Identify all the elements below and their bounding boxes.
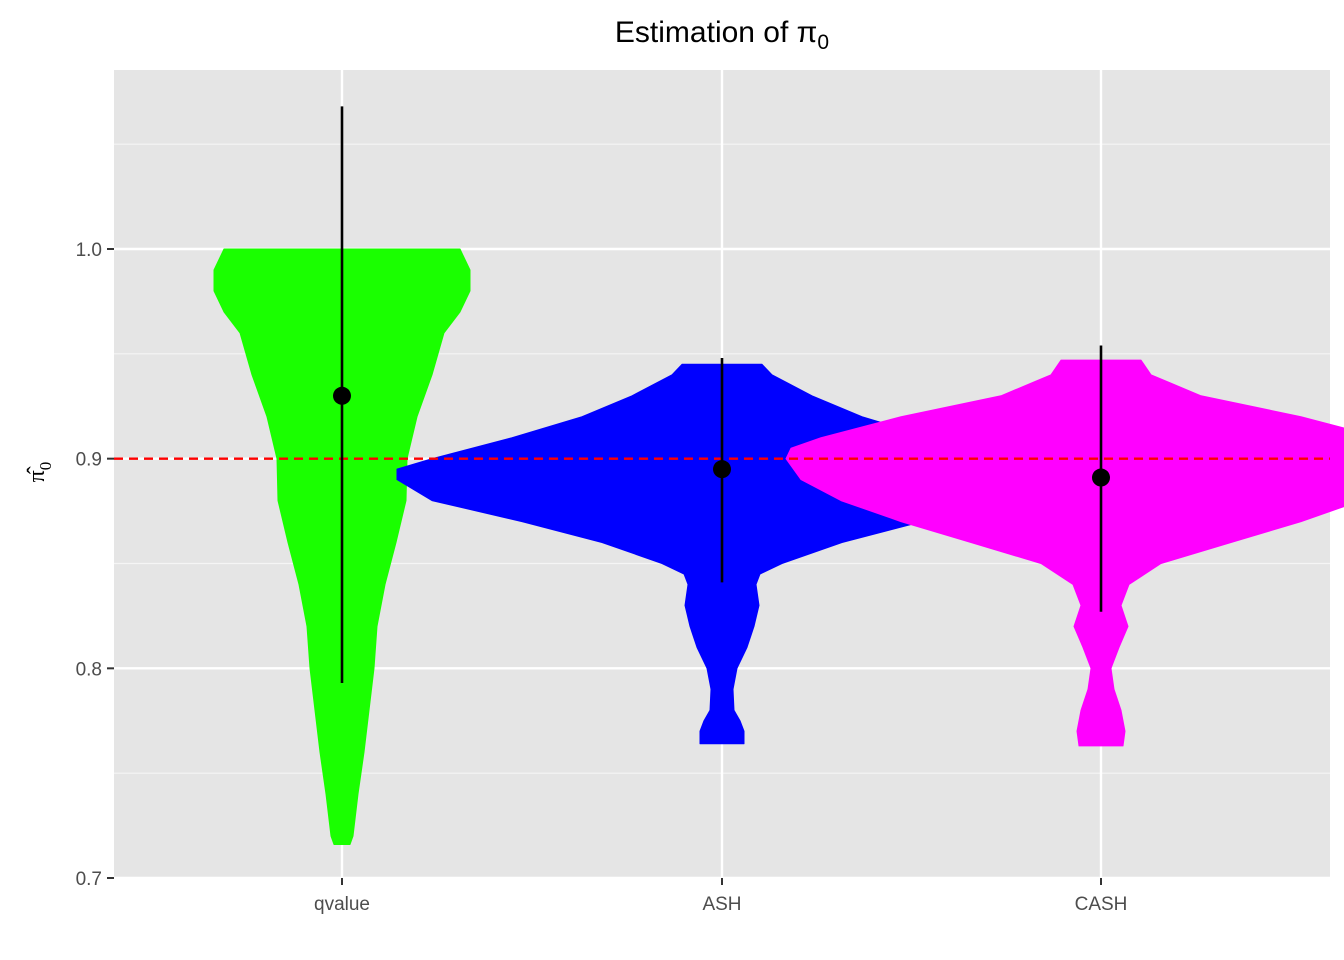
y-axis-label: π̂0: [24, 462, 55, 483]
y-tick-label: 1.0: [76, 240, 102, 261]
chart-title: Estimation of π0: [615, 16, 829, 54]
x-tick-label: ASH: [702, 894, 741, 915]
y-tick-label: 0.9: [76, 450, 102, 471]
x-tick-label: qvalue: [314, 894, 370, 915]
y-axis: 0.7 0.8 0.9 1.0: [76, 240, 114, 890]
mean-point-qvalue: [333, 386, 351, 405]
mean-point-cash: [1092, 468, 1110, 487]
x-axis: qvalue ASH CASH: [314, 878, 1127, 915]
mean-points: [333, 386, 1110, 487]
y-tick-label: 0.8: [76, 659, 102, 680]
violin-cash: [785, 359, 1344, 747]
y-tick-label: 0.7: [76, 869, 102, 890]
x-tick-label: CASH: [1075, 894, 1128, 915]
mean-point-ash: [713, 460, 731, 479]
